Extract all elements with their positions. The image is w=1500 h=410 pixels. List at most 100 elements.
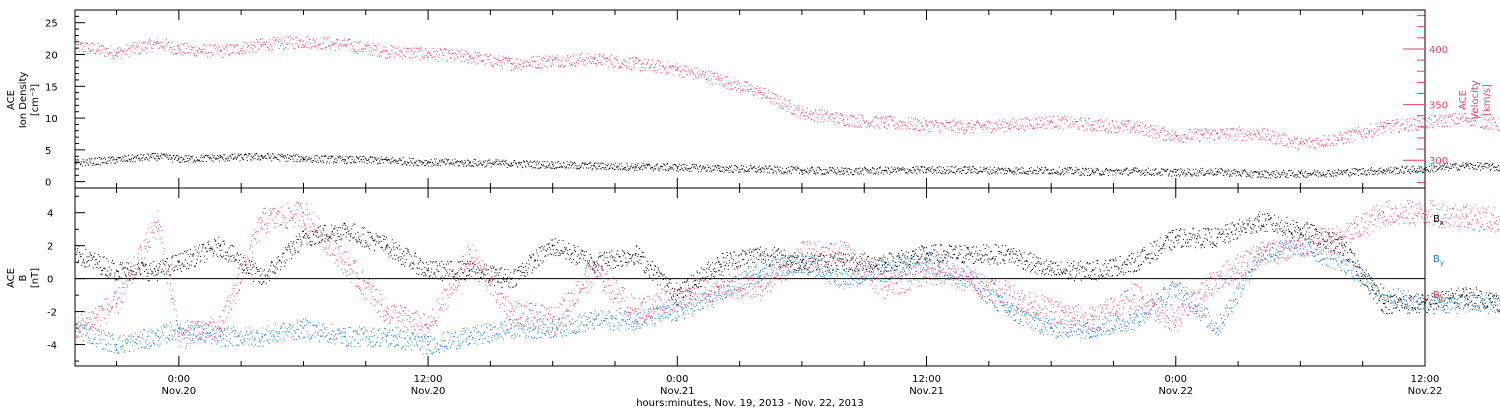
velocity-sample (620, 66, 622, 68)
velocity-sample (1168, 138, 1170, 140)
velocity-sample (232, 44, 234, 46)
density-sample (175, 155, 177, 157)
density-sample (348, 157, 350, 159)
velocity-sample (832, 113, 834, 115)
velocity-sample (107, 48, 109, 50)
velocity-sample (714, 72, 716, 74)
velocity-sample (99, 50, 101, 52)
velocity-sample (1053, 115, 1055, 117)
velocity-sample (1045, 116, 1047, 118)
velocity-sample (611, 63, 613, 65)
velocity-sample (316, 38, 318, 40)
density-sample (1308, 173, 1310, 175)
density-sample (1013, 171, 1015, 173)
density-sample (1366, 174, 1368, 176)
density-sample (1088, 174, 1090, 176)
density-sample (187, 160, 189, 162)
velocity-sample (1214, 130, 1216, 132)
velocity-sample (997, 128, 999, 130)
density-sample (833, 170, 835, 172)
density-sample (1023, 171, 1025, 173)
density-sample (1448, 170, 1450, 172)
density-sample (190, 156, 192, 158)
density-sample (946, 169, 948, 171)
density-sample (822, 173, 824, 175)
density-sample (1128, 169, 1130, 171)
velocity-sample (683, 76, 685, 78)
density-sample (1183, 172, 1185, 174)
density-sample (1357, 174, 1359, 176)
density-sample (115, 159, 117, 161)
density-sample (954, 172, 956, 174)
velocity-sample (544, 55, 546, 57)
velocity-sample (721, 77, 723, 79)
velocity-sample (417, 47, 419, 49)
by-sample (85, 329, 87, 331)
density-sample (246, 159, 248, 161)
density-sample (1053, 171, 1055, 173)
velocity-sample (731, 84, 733, 86)
density-sample (101, 161, 103, 163)
density-sample (126, 160, 128, 162)
density-sample (392, 157, 394, 159)
density-sample (1176, 169, 1178, 171)
velocity-sample (650, 63, 652, 65)
density-sample (1395, 166, 1397, 168)
velocity-sample (1182, 135, 1184, 137)
density-sample (1121, 169, 1123, 171)
velocity-sample (999, 119, 1001, 121)
velocity-sample (289, 40, 291, 42)
density-sample (172, 161, 174, 163)
density-tick-label: 10 (45, 114, 58, 125)
density-sample (650, 167, 652, 169)
density-sample (738, 169, 740, 171)
velocity-sample (701, 70, 703, 72)
velocity-sample (261, 44, 263, 46)
velocity-sample (392, 52, 394, 54)
velocity-sample (795, 107, 797, 109)
density-sample (905, 171, 907, 173)
density-sample (761, 171, 763, 173)
velocity-sample (103, 47, 105, 49)
velocity-sample (1491, 118, 1493, 120)
velocity-sample (1367, 130, 1369, 132)
density-sample (185, 161, 187, 163)
density-sample (583, 162, 585, 164)
velocity-sample (398, 54, 400, 56)
velocity-sample (439, 47, 441, 49)
density-sample (727, 167, 729, 169)
velocity-sample (1195, 128, 1197, 130)
density-sample (520, 162, 522, 164)
velocity-sample (1297, 149, 1299, 151)
velocity-sample (1351, 131, 1353, 133)
velocity-sample (499, 59, 501, 61)
density-sample (438, 162, 440, 164)
density-sample (596, 162, 598, 164)
density-sample (355, 161, 357, 163)
velocity-sample (985, 128, 987, 130)
velocity-sample (1251, 138, 1253, 140)
by-sample (110, 344, 112, 346)
density-sample (500, 161, 502, 163)
density-sample (1373, 174, 1375, 176)
density-sample (1480, 169, 1482, 171)
velocity-sample (1246, 130, 1248, 132)
velocity-sample (1014, 125, 1016, 127)
velocity-sample (1188, 131, 1190, 133)
velocity-sample (689, 71, 691, 73)
velocity-sample (667, 61, 669, 63)
velocity-sample (1319, 140, 1321, 142)
velocity-sample (311, 45, 313, 47)
density-sample (710, 169, 712, 171)
velocity-sample (556, 54, 558, 56)
density-sample (851, 174, 853, 176)
velocity-sample (1015, 127, 1017, 129)
velocity-sample (674, 66, 676, 68)
density-sample (276, 156, 278, 158)
density-sample (810, 170, 812, 172)
density-sample (1494, 166, 1496, 168)
velocity-sample (564, 65, 566, 67)
velocity-sample (855, 118, 857, 120)
velocity-sample (1368, 133, 1370, 135)
velocity-sample (1136, 121, 1138, 123)
